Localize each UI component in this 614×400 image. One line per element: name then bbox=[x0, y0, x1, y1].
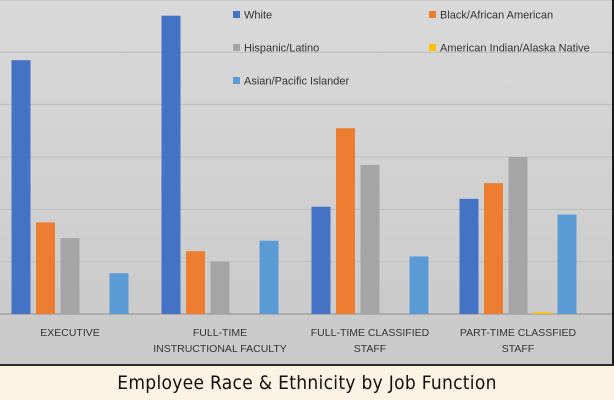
legend-label: White bbox=[244, 10, 272, 22]
x-axis: EXECUTIVE FULL-TIME INSTRUCTIONAL FACULTY F… bbox=[40, 327, 576, 355]
bar bbox=[109, 273, 129, 314]
gridlines bbox=[0, 0, 612, 315]
legend-label: Asian/Pacific Islander bbox=[244, 76, 349, 88]
x-tick-label: FULL-TIME CLASSIFIED bbox=[311, 327, 430, 339]
x-tick-label: STAFF bbox=[502, 343, 534, 355]
bar bbox=[336, 128, 355, 314]
bar bbox=[161, 15, 181, 314]
x-tick-label: PART-TIME CLASSFIED bbox=[460, 327, 577, 339]
bar bbox=[459, 198, 479, 314]
bar bbox=[557, 214, 577, 314]
x-tick-label: EXECUTIVE bbox=[40, 327, 100, 339]
legend-swatch bbox=[233, 44, 240, 51]
bar bbox=[259, 240, 279, 314]
legend: White Black/African American Hispanic/Lati… bbox=[233, 10, 590, 88]
legend-swatch bbox=[233, 11, 240, 18]
legend-swatch bbox=[429, 11, 436, 18]
x-tick-label: STAFF bbox=[354, 343, 386, 355]
bars bbox=[11, 15, 577, 314]
chart-title: Employee Race & Ethnicity by Job Functio… bbox=[117, 372, 497, 394]
bar bbox=[409, 256, 429, 314]
bar bbox=[60, 238, 80, 314]
bar bbox=[311, 206, 331, 314]
bar bbox=[36, 222, 55, 314]
bar bbox=[11, 60, 31, 314]
chart: EXECUTIVE FULL-TIME INSTRUCTIONAL FACULTY F… bbox=[0, 0, 612, 355]
legend-swatch bbox=[429, 44, 436, 51]
bar bbox=[186, 251, 205, 314]
bar bbox=[210, 261, 230, 314]
frame-edge bbox=[612, 0, 614, 364]
bar bbox=[484, 183, 503, 314]
x-tick-label: FULL-TIME bbox=[193, 327, 247, 339]
title-bar: Employee Race & Ethnicity by Job Functio… bbox=[0, 364, 614, 400]
bar bbox=[360, 164, 380, 314]
bar bbox=[533, 312, 552, 314]
x-tick-label: INSTRUCTIONAL FACULTY bbox=[153, 343, 287, 355]
bar bbox=[508, 157, 528, 314]
legend-label: Black/African American bbox=[440, 10, 553, 22]
legend-swatch bbox=[233, 77, 240, 84]
legend-label: Hispanic/Latino bbox=[244, 43, 319, 55]
legend-label: American Indian/Alaska Native bbox=[440, 43, 590, 55]
